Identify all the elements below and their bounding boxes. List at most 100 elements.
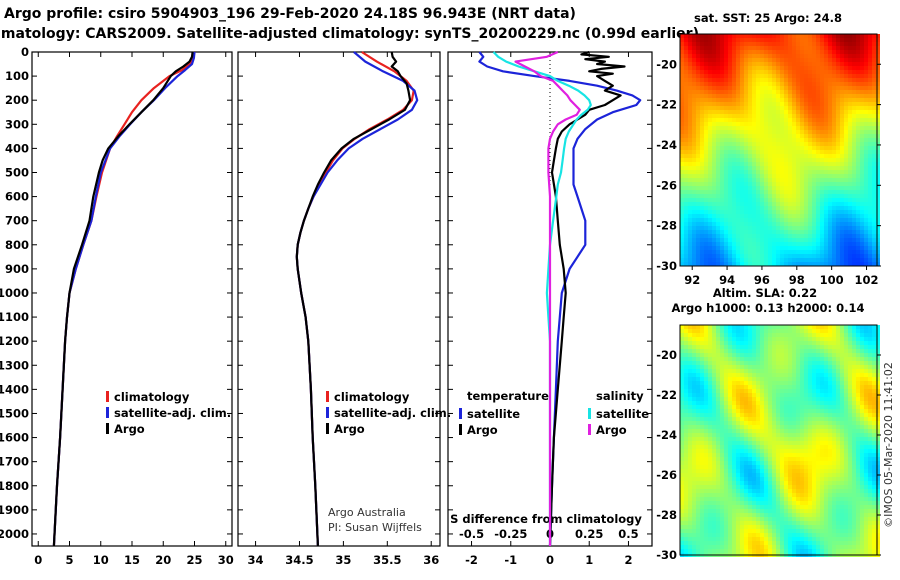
map-pixel — [876, 381, 880, 385]
map-pixel — [784, 250, 788, 254]
map-pixel — [780, 126, 784, 130]
map-pixel — [752, 433, 756, 437]
map-pixel — [796, 465, 800, 469]
map-pixel — [876, 425, 880, 429]
map-pixel — [720, 122, 724, 126]
map-pixel — [872, 437, 876, 441]
map-pixel — [816, 429, 820, 433]
map-pixel — [844, 62, 848, 66]
map-pixel — [848, 90, 852, 94]
map-pixel — [680, 405, 684, 409]
map-pixel — [724, 413, 728, 417]
map-pixel — [816, 325, 820, 329]
map-pixel — [772, 214, 776, 218]
map-pixel — [852, 449, 856, 453]
map-pixel — [720, 329, 724, 333]
map-pixel — [828, 250, 832, 254]
map-pixel — [872, 38, 876, 42]
map-pixel — [692, 325, 696, 329]
map-pixel — [808, 373, 812, 377]
map-pixel — [716, 38, 720, 42]
map-pixel — [868, 74, 872, 78]
map-pixel — [836, 58, 840, 62]
map-pixel — [684, 365, 688, 369]
map-pixel — [740, 214, 744, 218]
map-pixel — [864, 393, 868, 397]
map-pixel — [792, 465, 796, 469]
map-pixel — [780, 238, 784, 242]
map-pixel — [824, 445, 828, 449]
map-pixel — [724, 182, 728, 186]
map-pixel — [680, 341, 684, 345]
map-pixel — [764, 337, 768, 341]
map-pixel — [848, 126, 852, 130]
map-pixel — [684, 333, 688, 337]
map-pixel — [732, 258, 736, 262]
map-pixel — [868, 457, 872, 461]
map-pixel — [808, 46, 812, 50]
map-pixel — [820, 150, 824, 154]
map-pixel — [816, 178, 820, 182]
map-pixel — [848, 365, 852, 369]
map-pixel — [736, 377, 740, 381]
map-pixel — [696, 142, 700, 146]
map-pixel — [840, 82, 844, 86]
map-pixel — [684, 110, 688, 114]
map-pixel — [704, 66, 708, 70]
map-pixel — [760, 429, 764, 433]
map-pixel — [776, 34, 780, 38]
map-pixel — [852, 118, 856, 122]
map-pixel — [752, 421, 756, 425]
map-pixel — [764, 389, 768, 393]
map-pixel — [680, 250, 684, 254]
map-pixel — [772, 238, 776, 242]
map-pixel — [776, 174, 780, 178]
map-pixel — [740, 345, 744, 349]
map-pixel — [708, 50, 712, 54]
map-pixel — [844, 226, 848, 230]
map-y-tick-label: -20 — [656, 57, 677, 71]
map-pixel — [836, 417, 840, 421]
map-pixel — [712, 345, 716, 349]
map-pixel — [696, 349, 700, 353]
map-pixel — [788, 465, 792, 469]
map-pixel — [844, 429, 848, 433]
map-pixel — [816, 38, 820, 42]
map-pixel — [876, 226, 880, 230]
map-pixel — [848, 106, 852, 110]
map-pixel — [724, 70, 728, 74]
map-pixel — [772, 425, 776, 429]
map-pixel — [768, 130, 772, 134]
map-pixel — [828, 218, 832, 222]
map-pixel — [816, 218, 820, 222]
map-pixel — [772, 250, 776, 254]
map-pixel — [764, 206, 768, 210]
map-pixel — [736, 381, 740, 385]
map-pixel — [864, 118, 868, 122]
map-pixel — [700, 50, 704, 54]
map-pixel — [792, 401, 796, 405]
map-pixel — [840, 453, 844, 457]
map-pixel — [768, 357, 772, 361]
map-pixel — [836, 329, 840, 333]
map-pixel — [784, 421, 788, 425]
map-pixel — [804, 393, 808, 397]
map-pixel — [764, 46, 768, 50]
map-pixel — [752, 154, 756, 158]
map-pixel — [792, 377, 796, 381]
map-pixel — [748, 222, 752, 226]
map-pixel — [832, 337, 836, 341]
map-pixel — [804, 202, 808, 206]
map-pixel — [848, 238, 852, 242]
map-pixel — [788, 345, 792, 349]
map-pixel — [832, 425, 836, 429]
map-pixel — [712, 238, 716, 242]
map-pixel — [680, 389, 684, 393]
map-pixel — [704, 461, 708, 465]
map-pixel — [844, 66, 848, 70]
map-pixel — [828, 90, 832, 94]
map-pixel — [864, 254, 868, 258]
map-pixel — [856, 98, 860, 102]
map-pixel — [800, 409, 804, 413]
map-pixel — [844, 214, 848, 218]
